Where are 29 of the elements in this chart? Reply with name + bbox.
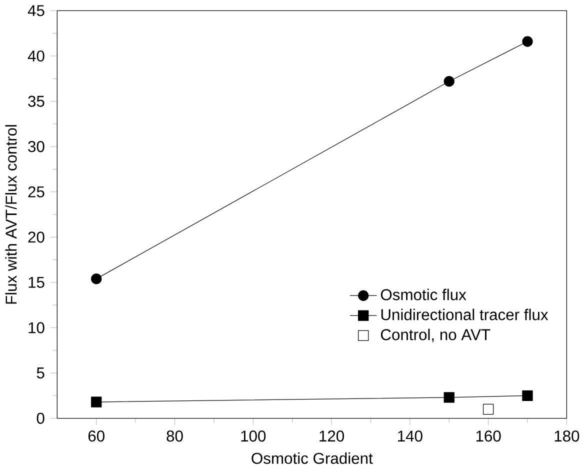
point	[91, 273, 102, 284]
x-tick-label: 80	[166, 430, 183, 442]
x-tick-label: 60	[88, 430, 104, 442]
point	[482, 404, 494, 415]
x-tick-label: 160	[476, 430, 501, 442]
x-tick-label: 120	[320, 430, 344, 442]
y-tick-label: 35	[28, 96, 44, 107]
y-tick-label: 15	[28, 276, 44, 288]
x-tick-label: 140	[398, 430, 422, 442]
y-tick-label: 10	[28, 322, 44, 334]
y-tick-label: 45	[28, 5, 44, 16]
x-tick-label: 180	[554, 430, 580, 442]
y-tick-label: 25	[28, 186, 44, 198]
y-tick-label: 20	[28, 232, 44, 243]
y-tick-label: 5	[36, 367, 44, 378]
y-axis-title: Flux with AVT/Flux control	[5, 125, 17, 304]
x-tick-label: 100	[241, 430, 266, 442]
point	[91, 396, 102, 408]
point	[444, 392, 454, 403]
point	[522, 36, 533, 47]
legend-label: Control, no AVT	[380, 328, 490, 342]
point	[522, 390, 533, 401]
y-tick-label: 40	[28, 50, 44, 62]
x-axis-title: Osmotic Gradient	[252, 452, 373, 464]
y-tick-label: 0	[36, 412, 44, 424]
legend-label: Osmotic flux	[380, 288, 466, 300]
y-tick-label: 30	[28, 140, 44, 152]
legend-label: Unidirectional tracer flux	[381, 308, 548, 320]
point	[444, 76, 454, 87]
